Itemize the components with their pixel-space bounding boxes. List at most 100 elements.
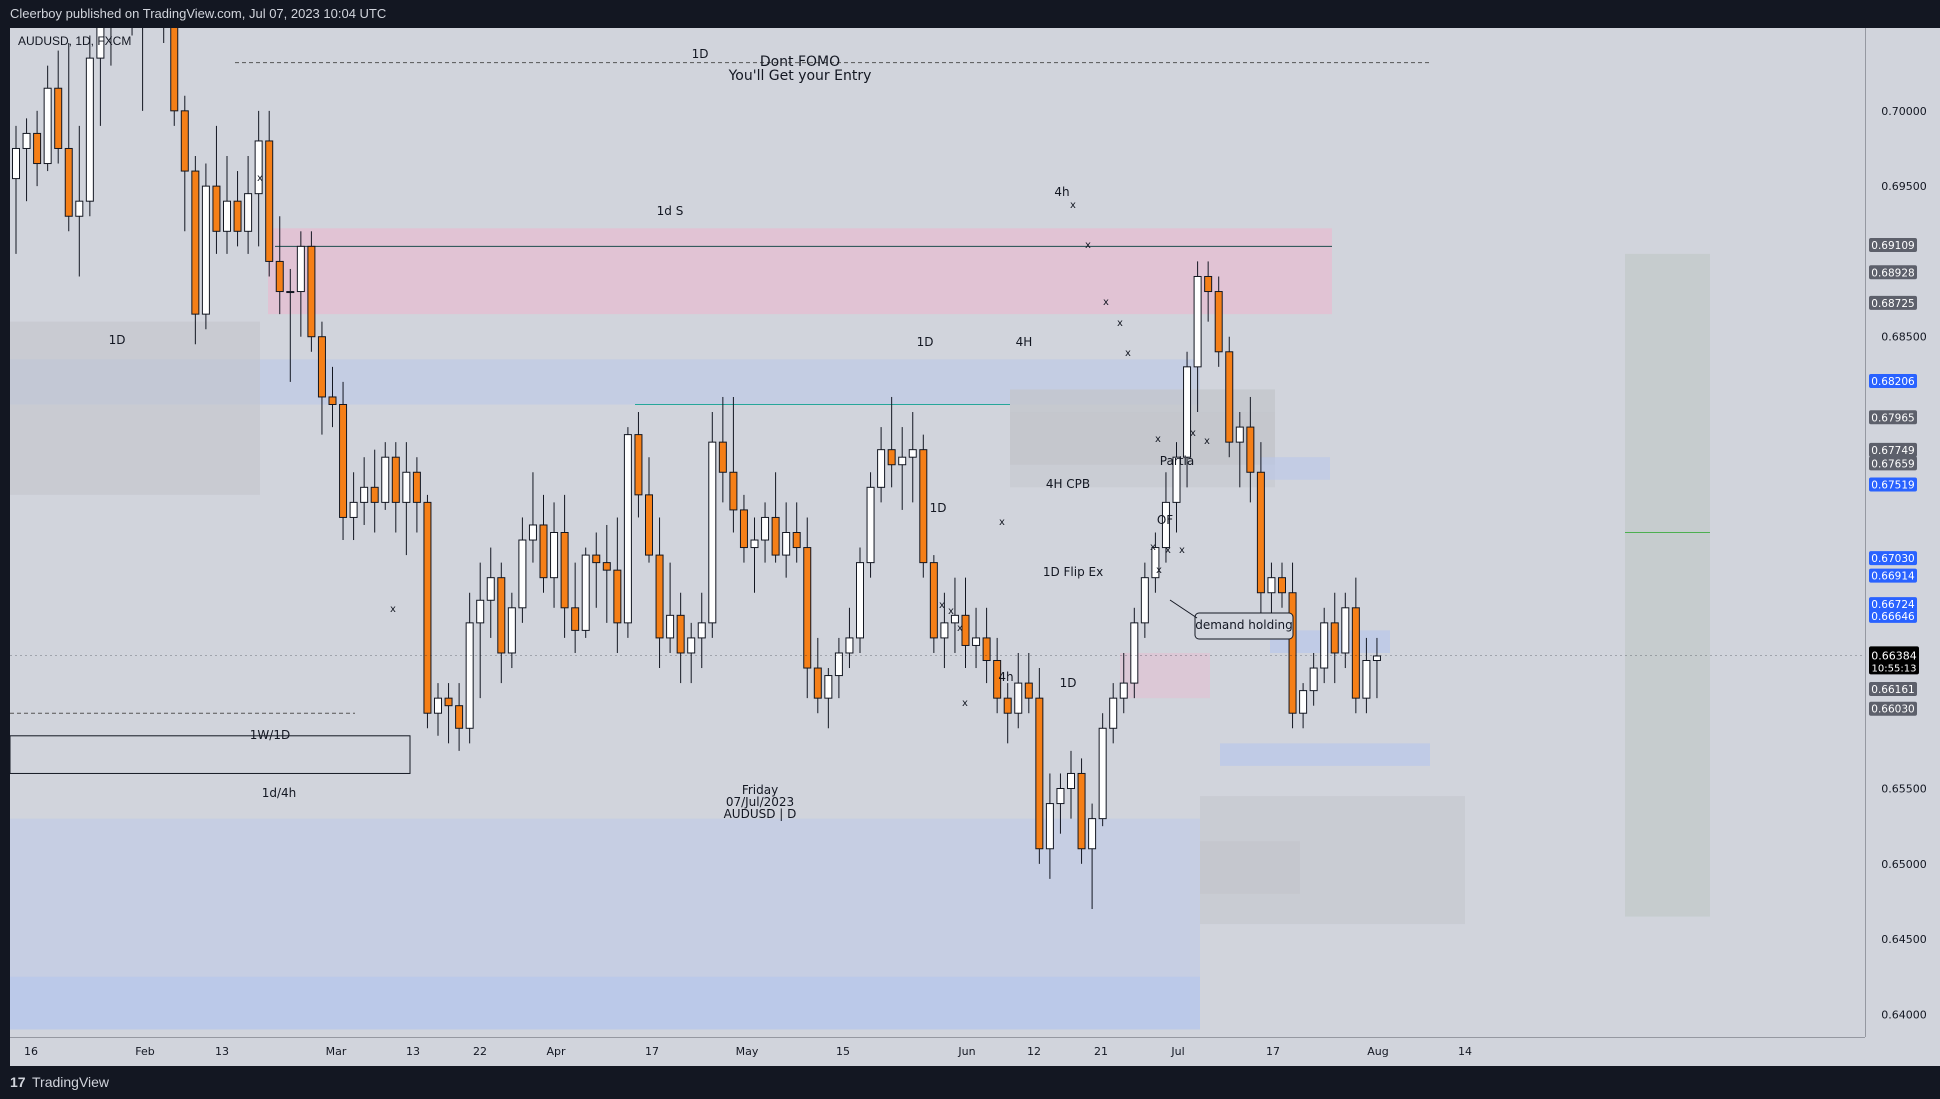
x-marker: x <box>390 604 396 615</box>
price-label-box <box>1869 295 1917 310</box>
candle-body <box>1109 697 1118 729</box>
symbol-legend[interactable]: AUDUSD, 1D, FXCM <box>18 34 132 48</box>
candle-body <box>908 449 917 458</box>
x-marker: x <box>257 173 263 184</box>
candle-body <box>550 532 559 579</box>
candle-body <box>718 441 727 473</box>
candle-body <box>792 532 801 549</box>
candle-body <box>1225 351 1234 443</box>
candle-body <box>866 486 875 564</box>
candle-body <box>434 697 442 714</box>
label-1d-supply: 1d S <box>657 204 684 218</box>
candle-body <box>85 57 94 202</box>
candle-body <box>170 28 179 112</box>
price-label: 0.67749 <box>1871 445 1914 457</box>
candle-body <box>518 539 527 609</box>
price-label-box <box>1869 456 1917 471</box>
candle-body <box>54 87 63 149</box>
x-marker: x <box>1117 318 1123 329</box>
price-label: 0.68928 <box>1871 267 1914 279</box>
price-tick: 0.64500 <box>1881 933 1927 946</box>
label-of: OF <box>1157 513 1173 527</box>
candle-body <box>623 434 632 624</box>
candle-body <box>1067 772 1075 790</box>
candle-body <box>1193 275 1202 368</box>
candle-body <box>803 547 812 669</box>
candle-body <box>423 501 432 714</box>
candle-body <box>898 456 907 466</box>
price-label-box <box>1869 442 1917 457</box>
time-scale-svg[interactable]: 16 Feb 13 Mar 13 22 Apr 17 May 15 Jun 12 21 Jul 17 Aug 1… <box>10 1038 1865 1067</box>
candle-body <box>1362 660 1371 699</box>
candle-body <box>412 471 421 503</box>
candle-body <box>1372 655 1381 662</box>
candle-body <box>993 660 1002 699</box>
candle-body <box>381 456 390 503</box>
price-tick: 0.70000 <box>1881 105 1927 118</box>
candle-body <box>286 291 295 294</box>
x-marker: x <box>1204 436 1210 447</box>
price-label-box <box>1869 681 1917 696</box>
candle-body <box>1024 682 1033 699</box>
candle-body <box>317 336 326 398</box>
tradingview-logo[interactable]: 17 <box>10 1074 26 1090</box>
time-tick: Mar <box>326 1045 347 1058</box>
x-marker: x <box>957 623 963 634</box>
candle-body <box>1309 667 1318 692</box>
callout-box <box>1194 612 1294 640</box>
time-tick: 22 <box>473 1045 487 1058</box>
price-scale[interactable]: 0.70000 0.69500 0.68500 0.65500 0.65000 0.645… <box>1865 28 1940 1037</box>
candle-body <box>265 140 274 262</box>
time-tick: Feb <box>135 1045 154 1058</box>
price-label-box <box>1869 701 1917 716</box>
price-label: 0.66914 <box>1871 571 1915 583</box>
candle-body <box>592 554 601 564</box>
time-tick: 21 <box>1094 1045 1108 1058</box>
label-4h-mid: 4H <box>1016 335 1033 349</box>
candle-body <box>296 245 305 293</box>
time-tick: Jun <box>957 1045 975 1058</box>
candle-body <box>96 28 105 59</box>
candle-body <box>370 486 379 503</box>
callout-pointer <box>1169 599 1198 619</box>
candle-body <box>761 516 770 541</box>
zone-4h-mid-blue <box>1260 457 1330 480</box>
candle-body <box>708 441 717 624</box>
x-marker: x <box>1155 434 1161 445</box>
price-label: 0.68725 <box>1871 298 1914 310</box>
time-tick: 14 <box>1458 1045 1472 1058</box>
candle-body <box>771 516 780 556</box>
candle-body <box>465 622 474 729</box>
chart-pane[interactable]: 1D Dont FOMO You'll Get your Entry 1d S 4h 1D… <box>10 28 1865 1037</box>
time-scale[interactable]: 16 Feb 13 Mar 13 22 Apr 17 May 15 Jun 12 21 Jul 17 Aug 1… <box>10 1037 1865 1067</box>
time-tick: Jul <box>1170 1045 1184 1058</box>
price-scale-svg[interactable]: 0.70000 0.69500 0.68500 0.65500 0.65000 0.645… <box>1866 28 1940 1037</box>
candle-body <box>244 193 253 232</box>
candle-body <box>233 200 242 232</box>
candle-body <box>307 245 316 338</box>
label-entry: You'll Get your Entry <box>728 68 872 84</box>
price-label-box <box>1869 597 1917 612</box>
time-tick: 17 <box>1266 1045 1280 1058</box>
label-demand-holding: demand holding <box>1195 618 1293 632</box>
candle-body <box>1014 682 1023 714</box>
candle-body <box>676 614 685 654</box>
x-marker: x <box>1156 565 1162 576</box>
candle-body <box>75 200 84 217</box>
time-tick: 13 <box>406 1045 420 1058</box>
candle-body <box>919 449 928 564</box>
tradingview-brand[interactable]: TradingView <box>32 1074 110 1090</box>
candle-body <box>1035 697 1044 850</box>
price-label-box <box>1869 410 1917 425</box>
left-edge <box>0 28 10 1066</box>
price-tick: 0.65500 <box>1881 783 1927 796</box>
price-label: 0.66161 <box>1871 684 1914 696</box>
candle-body <box>201 185 210 315</box>
candle-body <box>1267 577 1276 594</box>
candle-body <box>739 509 748 549</box>
published-text: Cleerboy published on TradingView.com, J… <box>10 6 387 21</box>
x-marker: x <box>962 698 968 709</box>
x-marker: x <box>999 517 1005 528</box>
candle-body <box>824 675 833 699</box>
